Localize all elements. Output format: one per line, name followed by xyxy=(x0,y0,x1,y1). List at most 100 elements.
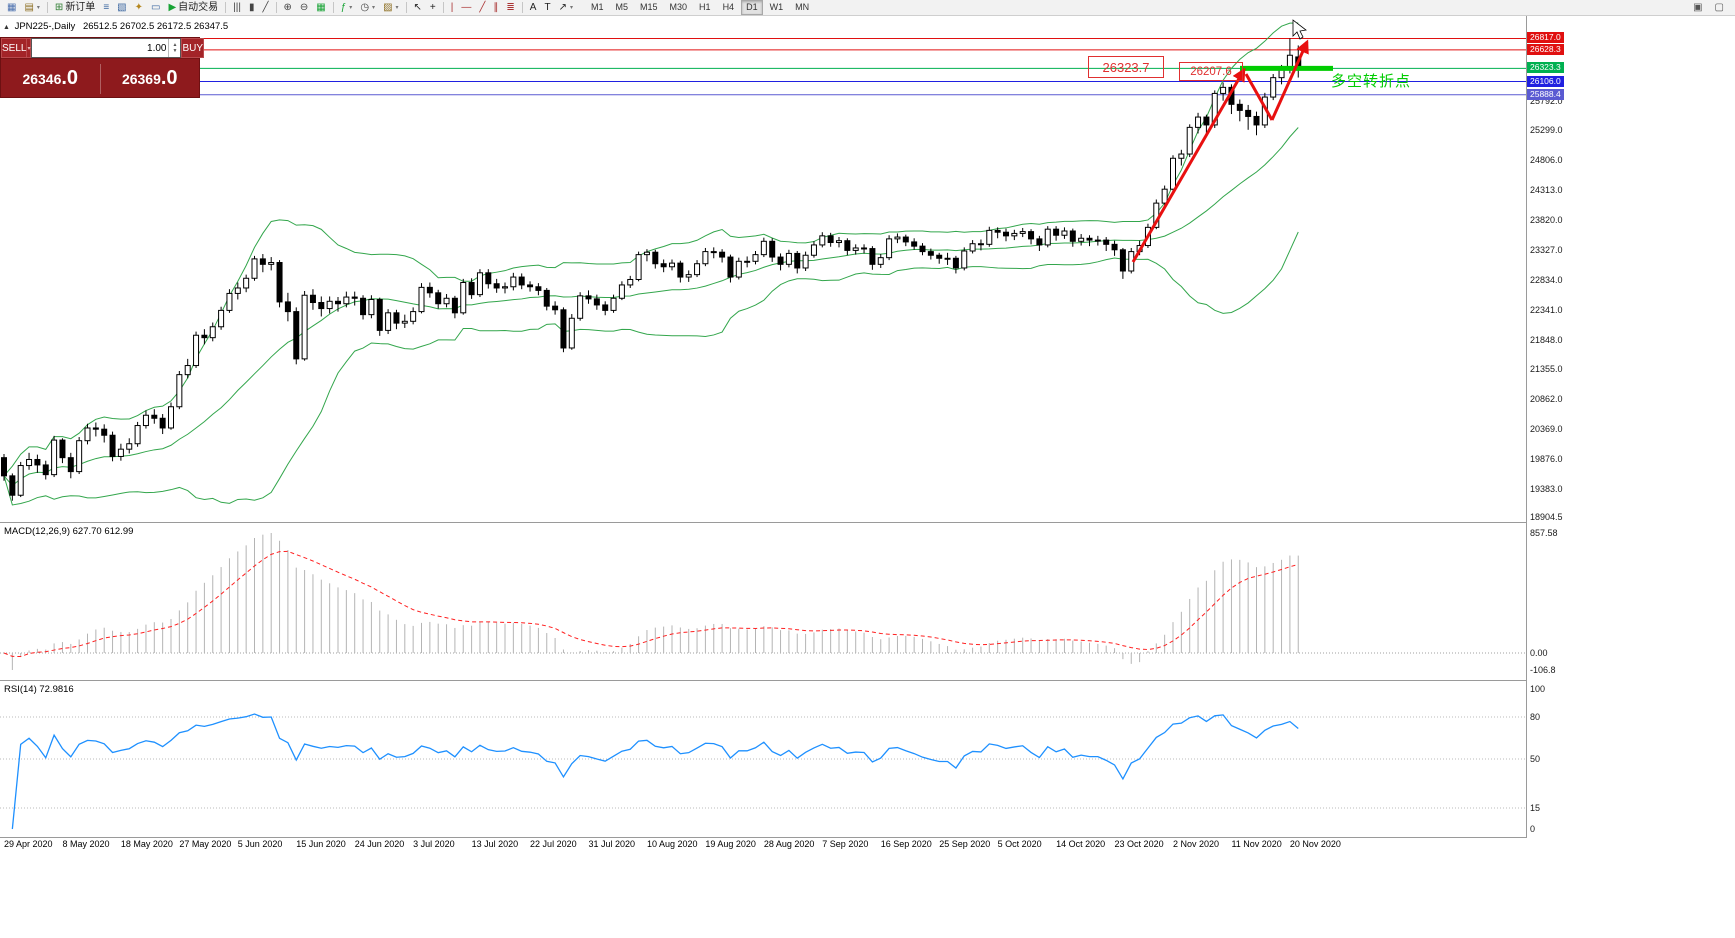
price-annotation-box[interactable]: 26323.7 xyxy=(1088,56,1164,78)
price-divider xyxy=(99,63,101,94)
symbol-marker-icon: ▲ xyxy=(3,24,10,31)
market-watch-button[interactable]: ≡ xyxy=(99,0,113,16)
macd-canvas[interactable] xyxy=(0,523,1526,680)
dock-window-icon: ▣ xyxy=(1693,1,1703,13)
rsi-canvas[interactable] xyxy=(0,681,1526,837)
candle xyxy=(284,301,291,313)
tf-button-M5[interactable]: M5 xyxy=(615,2,629,12)
macd-indicator-label: MACD(12,26,9) 627.70 612.99 xyxy=(4,526,134,537)
indicators-button[interactable]: ƒ ▾ xyxy=(337,0,357,16)
text-label-button[interactable]: T xyxy=(540,0,554,16)
tf-button-H1[interactable]: H1 xyxy=(699,2,711,12)
candle xyxy=(1253,115,1260,126)
candle xyxy=(936,254,943,259)
cursor-button[interactable]: ↖ xyxy=(410,0,426,16)
price-annotation-box[interactable]: 26207.6 xyxy=(1179,62,1243,81)
buy-price[interactable]: 26369.0 xyxy=(121,67,178,89)
volume-input[interactable] xyxy=(32,42,169,54)
tf-button-W1[interactable]: W1 xyxy=(769,2,784,12)
templates-button[interactable]: ▨ ▾ xyxy=(379,0,402,16)
tf-button-MN[interactable]: MN xyxy=(795,2,810,12)
tf-button-D1[interactable]: D1 xyxy=(741,0,763,15)
autotrading-button[interactable]: ▶ 自动交易 xyxy=(164,0,222,16)
trendline-button[interactable]: ╱ xyxy=(475,0,489,16)
tile-windows-button[interactable]: ▦ xyxy=(312,0,329,16)
chart-note-text[interactable]: 多空转折点 xyxy=(1331,73,1412,90)
buy-button[interactable]: BUY xyxy=(181,38,205,58)
candle xyxy=(585,295,592,300)
date-tick-label: 3 Jul 2020 xyxy=(413,839,455,849)
candle xyxy=(184,365,191,376)
horizontal-line-button[interactable]: — xyxy=(457,0,475,16)
candle xyxy=(710,251,717,254)
candle xyxy=(234,287,241,294)
trend-arrow[interactable] xyxy=(1131,67,1246,263)
tf-button-H4[interactable]: H4 xyxy=(722,2,735,12)
data-window-button[interactable]: ▧ xyxy=(113,0,130,16)
volume-down-icon[interactable]: ▼ xyxy=(172,48,178,54)
new-chart-button[interactable]: ▦ xyxy=(3,0,20,16)
date-tick-label: 14 Oct 2020 xyxy=(1056,839,1106,849)
date-tick-label: 16 Sep 2020 xyxy=(880,839,932,849)
candle xyxy=(685,274,692,278)
panel-separator[interactable] xyxy=(0,522,1526,523)
candle xyxy=(159,417,166,429)
volume-up-icon[interactable]: ▲ xyxy=(172,42,178,48)
panel-separator[interactable] xyxy=(0,680,1526,681)
candle xyxy=(451,297,458,314)
text-button[interactable]: A xyxy=(526,0,541,16)
candle xyxy=(443,297,450,305)
sell-price[interactable]: 26346.0 xyxy=(22,67,79,89)
toolbar-separator xyxy=(442,2,444,13)
profiles-button[interactable]: ▤ ▾ xyxy=(20,0,43,16)
chart-candles-button[interactable]: ▮ xyxy=(245,0,259,16)
vertical-line-button[interactable]: | xyxy=(447,0,458,16)
chart-bars-button[interactable]: ||| xyxy=(229,0,245,16)
price-chart-canvas[interactable] xyxy=(0,16,1526,522)
candle xyxy=(1028,231,1035,240)
chart-line-button[interactable]: ╱ xyxy=(258,0,272,16)
tf-button-M30[interactable]: M30 xyxy=(669,2,688,12)
rsi-level-label: 80 xyxy=(1530,712,1541,722)
candle xyxy=(502,286,508,289)
candle xyxy=(952,257,959,269)
navigator-button[interactable]: ✦ xyxy=(131,0,147,16)
dock-window-button[interactable]: ▣ xyxy=(1689,0,1706,16)
candle xyxy=(610,297,617,311)
crosshair-button[interactable]: + xyxy=(426,0,440,16)
date-tick-label: 13 Jul 2020 xyxy=(471,839,519,849)
crosshair-icon: + xyxy=(429,1,436,13)
candle xyxy=(34,458,41,466)
candle xyxy=(476,272,483,296)
rsi-indicator-label: RSI(14) 72.9816 xyxy=(4,684,74,695)
candle xyxy=(852,247,859,251)
panel-separator[interactable] xyxy=(0,837,1526,838)
candle xyxy=(877,257,884,265)
terminal-button[interactable]: ▭ xyxy=(147,0,164,16)
volume-stepper[interactable]: ▲ ▼ xyxy=(168,39,180,57)
sell-button[interactable]: SELL xyxy=(1,38,28,58)
candle xyxy=(694,263,701,276)
new-window-button[interactable]: ▢ xyxy=(1711,0,1728,16)
order-options-caret-icon[interactable]: ▾ xyxy=(27,38,32,58)
templates-caret-icon: ▾ xyxy=(395,5,399,11)
autotrading-label: 自动交易 xyxy=(178,1,219,13)
periods-button[interactable]: ◷ ▾ xyxy=(356,0,379,16)
new-order-button[interactable]: ⊞ 新订单 xyxy=(51,0,99,16)
candle xyxy=(42,464,49,476)
fibonacci-button[interactable]: ≣ xyxy=(502,0,518,16)
trend-arrow[interactable] xyxy=(1270,39,1309,121)
zoom-out-button[interactable]: ⊖ xyxy=(296,0,312,16)
chart-candles-icon: ▮ xyxy=(248,1,255,13)
arrows-tool-button[interactable]: ↗ ▾ xyxy=(555,0,577,16)
tf-button-M15[interactable]: M15 xyxy=(640,2,658,12)
candle xyxy=(1186,126,1193,155)
equidistant-channel-button[interactable]: ∥ xyxy=(489,0,502,16)
candle xyxy=(643,251,650,256)
candle xyxy=(785,252,792,265)
zoom-in-button[interactable]: ⊕ xyxy=(280,0,296,16)
candle xyxy=(1094,239,1101,242)
trend-arrow[interactable] xyxy=(1244,73,1274,121)
tf-button-M1[interactable]: M1 xyxy=(590,2,604,12)
date-tick-label: 31 Jul 2020 xyxy=(588,839,636,849)
